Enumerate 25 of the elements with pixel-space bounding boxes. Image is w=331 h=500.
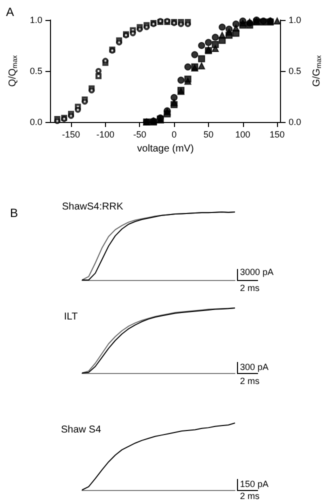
x-tick-label: 150 [270, 130, 285, 140]
x-tick-label: 100 [235, 130, 250, 140]
y2-tick-label: 0.5 [288, 66, 302, 76]
x-tick-label: -150 [62, 130, 80, 140]
x-tick-label: 0 [172, 130, 177, 140]
x-axis-title: voltage (mV) [137, 143, 194, 154]
text: 150 pA [240, 479, 269, 489]
text: 300 pA [240, 362, 269, 372]
text: B [10, 206, 18, 220]
text: A [6, 5, 14, 19]
x-tick-label: -100 [96, 130, 114, 140]
x-tick-label: 50 [203, 130, 214, 140]
y2-tick-label: 0.0 [288, 117, 302, 127]
chart-title: ShawS4:RRK [62, 202, 124, 212]
chart-title: ILT [64, 312, 78, 322]
x-tick-label: -50 [133, 130, 146, 140]
chart-title: Shaw S4 [61, 424, 102, 436]
y2-tick-label: 1.0 [288, 15, 302, 25]
y-tick-label: 1.0 [30, 15, 42, 25]
text: 3000 pA [240, 267, 274, 277]
text: 2 ms [240, 491, 260, 500]
text: 2 ms [240, 376, 260, 386]
text: 2 ms [240, 283, 260, 293]
y-tick-label: 0.0 [30, 117, 42, 127]
y-tick-label: 0.5 [30, 66, 42, 76]
